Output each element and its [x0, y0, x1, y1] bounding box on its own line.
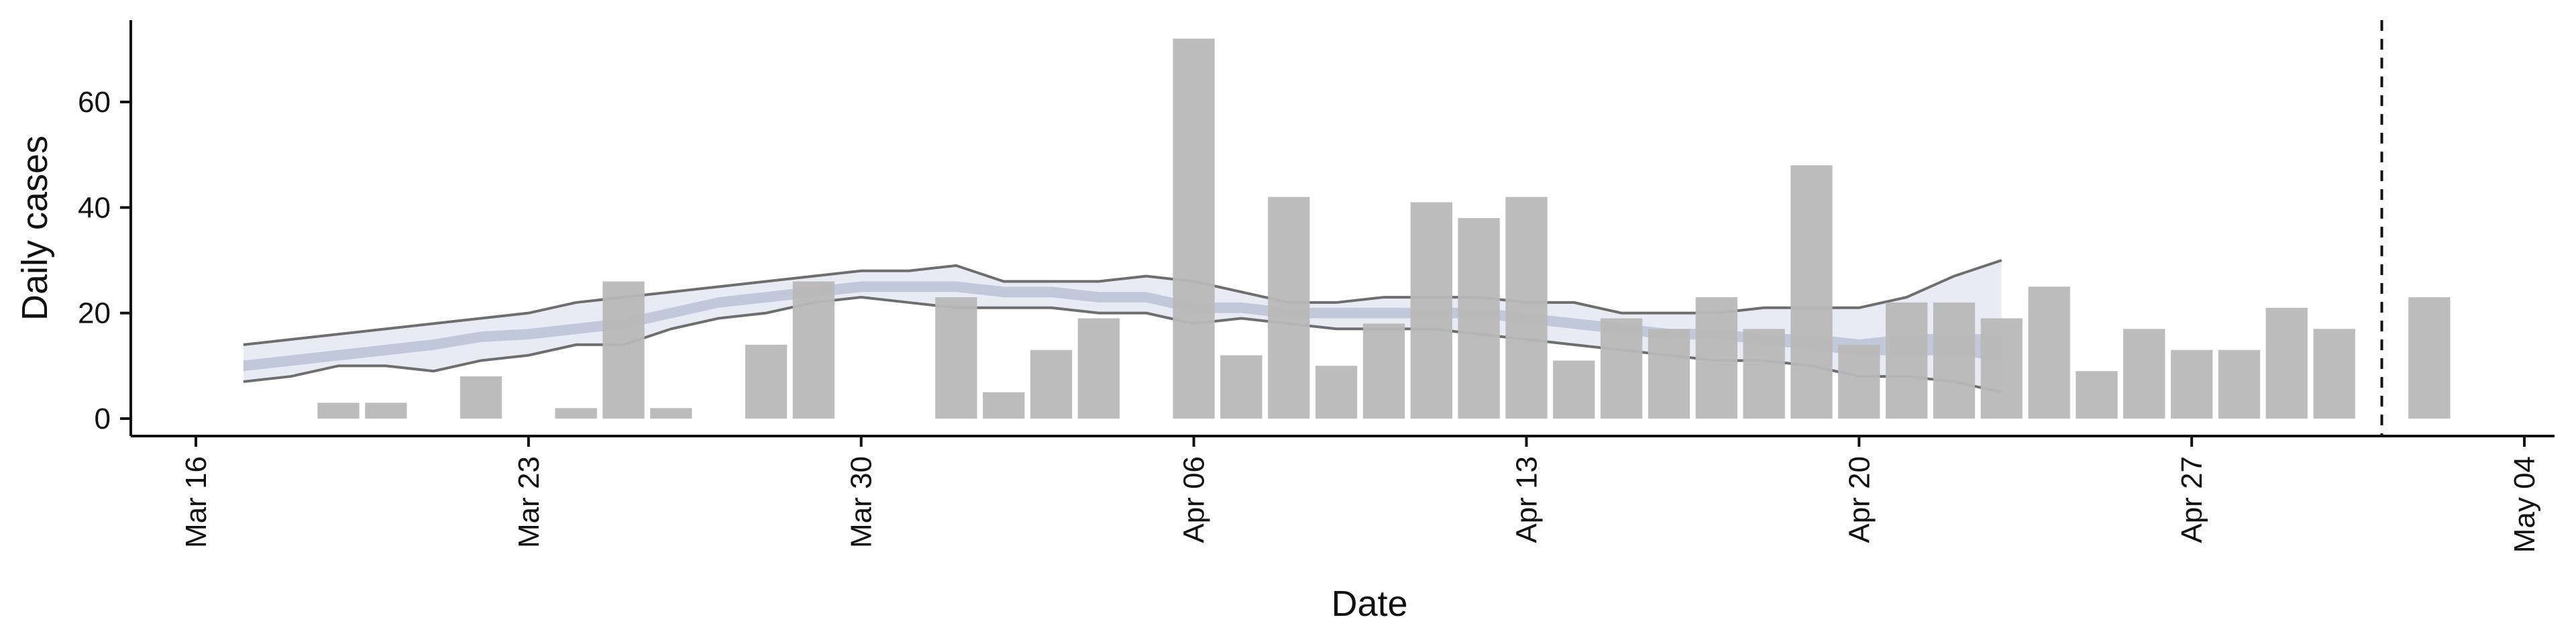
bar-2020-04-29 [2265, 307, 2308, 419]
bar-2020-04-12 [1458, 218, 1500, 419]
bar-2020-03-29 [792, 281, 835, 419]
bar-2020-04-09 [1315, 366, 1358, 419]
bar-2020-04-30 [2313, 329, 2355, 419]
x-tick-label: May 04 [2508, 456, 2541, 553]
bar-2020-03-26 [650, 408, 692, 419]
bar-2020-04-23 [1980, 318, 2023, 419]
x-ticks: Mar 16 Mar 23 Mar 30 Apr 06 Apr 13 Apr 20 Apr … [180, 436, 2541, 553]
bar-2020-04-24 [2028, 286, 2070, 419]
x-tick-label: Mar 23 [513, 456, 545, 548]
x-tick-label: Mar 16 [180, 456, 213, 548]
bar-2020-05-02 [2408, 297, 2451, 419]
bar-2020-04-21 [1886, 302, 1928, 419]
bar-2020-04-18 [1743, 329, 1785, 419]
bar-2020-04-08 [1268, 197, 1310, 419]
bar-2020-04-22 [1933, 302, 1976, 419]
x-tick-label: Mar 30 [845, 456, 878, 548]
bar-2020-04-07 [1220, 355, 1263, 419]
bar-2020-04-02 [983, 392, 1025, 419]
y-tick-label: 60 [78, 86, 111, 119]
x-tick-label: Apr 20 [1843, 456, 1876, 543]
bar-2020-04-06 [1173, 38, 1215, 419]
x-axis-title: Date [1331, 584, 1407, 624]
bar-2020-03-28 [745, 344, 788, 419]
bar-2020-04-27 [2171, 350, 2213, 419]
y-tick-label: 40 [78, 191, 111, 224]
y-tick-label: 0 [95, 402, 111, 435]
bar-2020-04-25 [2076, 371, 2118, 419]
bar-2020-04-20 [1838, 344, 1880, 419]
bar-2020-04-17 [1695, 297, 1737, 419]
bar-2020-04-19 [1790, 165, 1833, 419]
y-axis-title: Daily cases [15, 136, 55, 321]
bar-2020-04-11 [1410, 202, 1452, 419]
bar-2020-03-25 [602, 281, 645, 419]
bar-2020-04-01 [935, 297, 977, 419]
x-tick-label: Apr 06 [1178, 456, 1211, 543]
bar-layer [317, 38, 2451, 419]
bar-2020-04-15 [1600, 318, 1643, 419]
bar-2020-03-19 [317, 402, 360, 419]
estimate-band-layer [243, 259, 2002, 394]
x-tick-label: Apr 27 [2176, 456, 2208, 543]
bar-2020-04-26 [2123, 329, 2165, 419]
bar-2020-04-13 [1505, 197, 1548, 419]
bar-2020-03-24 [555, 408, 597, 419]
band-50-area [243, 281, 2002, 372]
bar-2020-04-03 [1030, 350, 1073, 419]
x-tick-label: Apr 13 [1510, 456, 1543, 543]
bar-2020-04-16 [1648, 329, 1690, 419]
axes [129, 20, 2555, 437]
y-ticks: 0 20 40 60 [78, 86, 131, 435]
y-tick-label: 20 [78, 297, 111, 330]
bar-2020-04-04 [1077, 318, 1120, 419]
bar-2020-03-20 [365, 402, 407, 419]
band-90-area [243, 260, 2002, 392]
bar-2020-04-14 [1553, 360, 1595, 419]
bar-2020-03-22 [460, 376, 502, 419]
bar-2020-04-10 [1362, 323, 1405, 419]
bar-2020-04-28 [2218, 350, 2261, 419]
